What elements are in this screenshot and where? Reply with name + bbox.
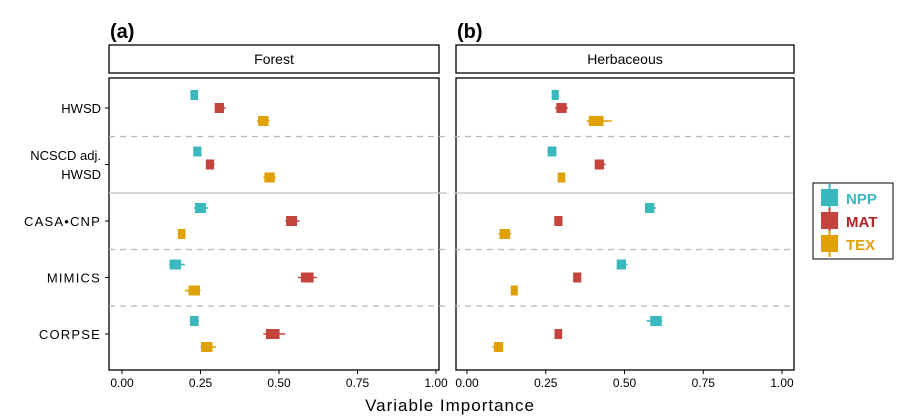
y-category-label: HWSD (61, 101, 101, 116)
panel-a-mat-point (214, 103, 224, 113)
panel-a-mat-point (205, 159, 215, 170)
panel-b-title: Herbaceous (587, 51, 663, 67)
panel-b-tex-point (499, 229, 511, 239)
panel-b-x-tick-label: 0.25 (534, 376, 558, 390)
panel-a-tex-point (188, 285, 200, 296)
panel-a-npp-point (193, 146, 202, 157)
panel-b-x-tick-label: 1.00 (770, 376, 794, 390)
y-category-label: CORPSE (39, 327, 101, 342)
panel-a-npp-point (190, 90, 199, 100)
panel-a-x-tick-label: 0.25 (189, 376, 213, 390)
y-category-label: MIMICS (47, 271, 101, 286)
panel-a-tex-point (177, 229, 186, 239)
panel-a-x-tick-label: 0.50 (267, 376, 291, 390)
panel-b-x-tick-label: 0.00 (455, 376, 479, 390)
panel-a-npp-point (169, 259, 182, 270)
panel-b-letter: (b) (457, 21, 483, 43)
panel-b-mat-point (573, 272, 582, 283)
panel-a-mat-point (286, 216, 298, 226)
legend: NPP MAT TEX (812, 182, 894, 260)
panel-b-x-tick-label: 0.75 (692, 376, 716, 390)
chart-marks: 0.00 0.25 0.50 0.75 1.00 0.00 0.25 0.50 0.75 1.00… (24, 90, 794, 390)
panel-a-tex-point (258, 116, 269, 126)
panel-b-tex-point (588, 116, 604, 126)
panel-a-npp-point (195, 203, 206, 213)
panel-a-title: Forest (254, 51, 294, 67)
panel-b-x-tick-label: 0.50 (613, 376, 637, 390)
y-category-label: HWSD (61, 167, 101, 182)
panel-a-x-tick-label: 0.00 (110, 376, 134, 390)
panel-a-strip (108, 44, 440, 74)
legend-npp-label: NPP (846, 191, 877, 208)
panel-b-tex-point (510, 285, 518, 296)
panel-a-x-tick-label: 1.00 (424, 376, 448, 390)
panel-b-npp-point (650, 316, 662, 326)
legend-tex-label: TEX (846, 237, 875, 254)
panel-a-mat-point (265, 329, 280, 339)
panel-a-frame (108, 77, 440, 371)
panel-b-mat-point (554, 216, 563, 226)
panel-b-strip (455, 44, 795, 74)
panel-b-npp-point (551, 90, 559, 100)
panel-a-npp-point (189, 316, 199, 326)
panel-b-mat-point (556, 103, 567, 113)
panel-a-tex-point (201, 342, 213, 352)
panel-b-mat-point (554, 329, 563, 339)
panel-a-mat-point (300, 272, 314, 283)
panel-b-frame (455, 77, 795, 371)
y-category-label: NCSCD adj. (30, 148, 101, 163)
x-axis-title: Variable Importance (365, 396, 535, 415)
panel-b-npp-point (616, 259, 627, 270)
y-category-label: CASA•CNP (24, 214, 101, 229)
panel-a-tex-point (264, 172, 275, 183)
panel-b-tex-point (557, 172, 566, 183)
legend-mat-label: MAT (846, 214, 877, 231)
panel-a-x-tick-label: 0.75 (346, 376, 370, 390)
panel-a-letter: (a) (110, 21, 134, 43)
panel-b-tex-point (493, 342, 504, 352)
panel-b-npp-point (645, 203, 655, 213)
panel-b-npp-point (547, 146, 557, 157)
panel-b-mat-point (594, 159, 604, 170)
